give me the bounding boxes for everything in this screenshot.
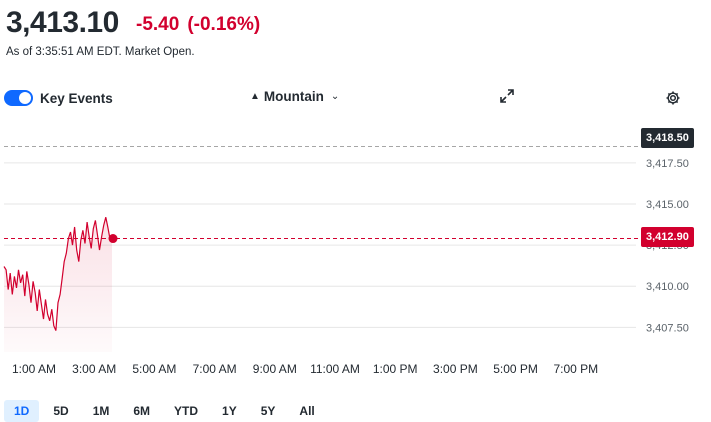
y-tick-label: 3,407.50 (646, 322, 689, 334)
y-tick-label: 3,417.50 (646, 158, 689, 170)
range-button-1m[interactable]: 1M (92, 404, 110, 418)
x-tick-label: 5:00 AM (132, 362, 176, 376)
range-button-1y[interactable]: 1Y (222, 404, 237, 418)
high-price-tag: 3,418.50 (641, 128, 694, 148)
x-tick-label: 1:00 PM (373, 362, 418, 376)
quote-price: 3,413.10 (6, 6, 119, 39)
range-button-1d[interactable]: 1D (4, 400, 40, 422)
chart-type-label: Mountain (263, 89, 324, 104)
range-button-ytd[interactable]: YTD (174, 404, 199, 418)
current-price-dot[interactable] (108, 234, 118, 244)
mountain-icon: ▲ (250, 91, 260, 102)
as-of-text: As of 3:35:51 AM EDT. Market Open. (6, 46, 195, 58)
key-events-label: Key Events (40, 91, 113, 106)
y-tick-label: 3,410.00 (646, 281, 689, 293)
y-tick-label: 3,415.00 (646, 199, 689, 211)
key-events-toggle[interactable] (4, 90, 33, 106)
range-button-5d[interactable]: 5D (53, 404, 69, 418)
range-button-all[interactable]: All (299, 404, 315, 418)
toggle-knob (19, 92, 31, 104)
x-tick-label: 5:00 PM (493, 362, 538, 376)
x-tick-label: 1:00 AM (12, 362, 56, 376)
x-tick-label: 9:00 AM (253, 362, 297, 376)
x-tick-label: 3:00 AM (72, 362, 116, 376)
price-chart: 3,417.503,415.003,412.503,410.003,407.50… (3, 145, 689, 376)
range-selector: 1D 5D 1M 6M YTD 1Y 5Y All (4, 400, 329, 422)
change-value: -5.40 (136, 14, 180, 35)
x-tick-label: 11:00 AM (310, 362, 360, 376)
current-price-tag: 3,412.90 (641, 227, 694, 247)
range-button-6m[interactable]: 6M (133, 404, 151, 418)
x-tick-label: 7:00 AM (193, 362, 237, 376)
chart-type-dropdown[interactable]: ▲ Mountain ⌄ (250, 89, 339, 104)
expand-icon[interactable] (499, 88, 515, 104)
range-button-5y[interactable]: 5Y (260, 404, 276, 418)
gear-icon[interactable] (665, 90, 681, 106)
x-tick-label: 7:00 PM (553, 362, 598, 376)
x-tick-label: 3:00 PM (433, 362, 478, 376)
price-line (3, 217, 113, 331)
chevron-down-icon: ⌄ (330, 91, 340, 102)
change-percent: (-0.16%) (187, 14, 261, 35)
price-area (4, 217, 112, 352)
quote-change: -5.40 (-0.16%) (136, 14, 268, 36)
